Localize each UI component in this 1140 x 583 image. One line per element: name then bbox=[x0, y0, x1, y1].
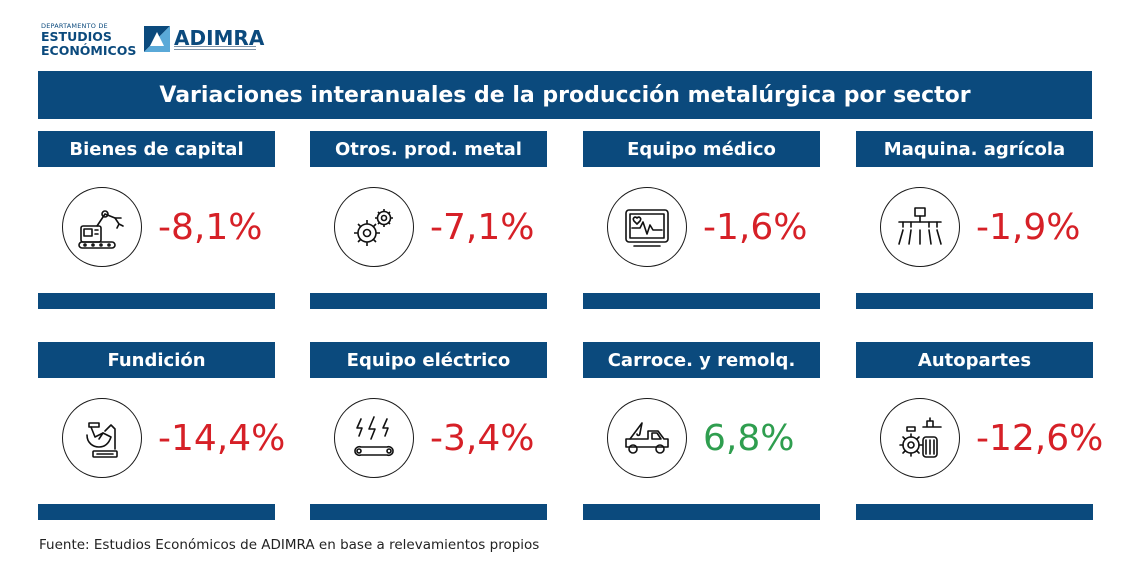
card-footer-bar bbox=[856, 293, 1093, 309]
card-footer-bar bbox=[856, 504, 1093, 520]
department-line-2: ECONÓMICOS bbox=[41, 43, 137, 58]
card-footer-bar bbox=[310, 504, 547, 520]
sector-name: Carroce. y remolq. bbox=[583, 342, 820, 378]
sector-name: Equipo médico bbox=[583, 131, 820, 167]
sector-name: Maquina. agrícola bbox=[856, 131, 1093, 167]
variation-value: -1,9% bbox=[976, 207, 1081, 248]
adimra-logo: ADIMRA bbox=[144, 26, 264, 54]
sector-name: Fundición bbox=[38, 342, 275, 378]
variation-value: -3,4% bbox=[430, 418, 535, 459]
variation-value: 6,8% bbox=[703, 418, 795, 459]
variation-value: -1,6% bbox=[703, 207, 808, 248]
sprayer-icon bbox=[880, 187, 960, 267]
card-footer-bar bbox=[310, 293, 547, 309]
sector-name: Otros. prod. metal bbox=[310, 131, 547, 167]
sector-name: Bienes de capital bbox=[38, 131, 275, 167]
variation-value: -8,1% bbox=[158, 207, 263, 248]
department-line-1: ESTUDIOS bbox=[41, 29, 112, 44]
gears-icon bbox=[334, 187, 414, 267]
foundry-ladle-icon bbox=[62, 398, 142, 478]
variation-value: -7,1% bbox=[430, 207, 535, 248]
card-footer-bar bbox=[583, 504, 820, 520]
adimra-mark-icon bbox=[144, 26, 170, 52]
variation-value: -14,4% bbox=[158, 418, 286, 459]
heart-monitor-icon bbox=[607, 187, 687, 267]
brand-tagline-lines bbox=[174, 46, 256, 50]
source-note: Fuente: Estudios Económicos de ADIMRA en… bbox=[39, 537, 540, 553]
tow-truck-icon bbox=[607, 398, 687, 478]
electric-wrench-icon bbox=[334, 398, 414, 478]
card-footer-bar bbox=[38, 504, 275, 520]
robot-arm-icon bbox=[62, 187, 142, 267]
autoparts-icon bbox=[880, 398, 960, 478]
page-title: Variaciones interanuales de la producció… bbox=[38, 71, 1092, 119]
sector-name: Equipo eléctrico bbox=[310, 342, 547, 378]
sector-name: Autopartes bbox=[856, 342, 1093, 378]
department-small-label: DEPARTAMENTO DE bbox=[41, 22, 108, 30]
department-logo: DEPARTAMENTO DE ESTUDIOS ECONÓMICOS bbox=[41, 22, 136, 58]
card-footer-bar bbox=[38, 293, 275, 309]
variation-value: -12,6% bbox=[976, 418, 1104, 459]
card-footer-bar bbox=[583, 293, 820, 309]
